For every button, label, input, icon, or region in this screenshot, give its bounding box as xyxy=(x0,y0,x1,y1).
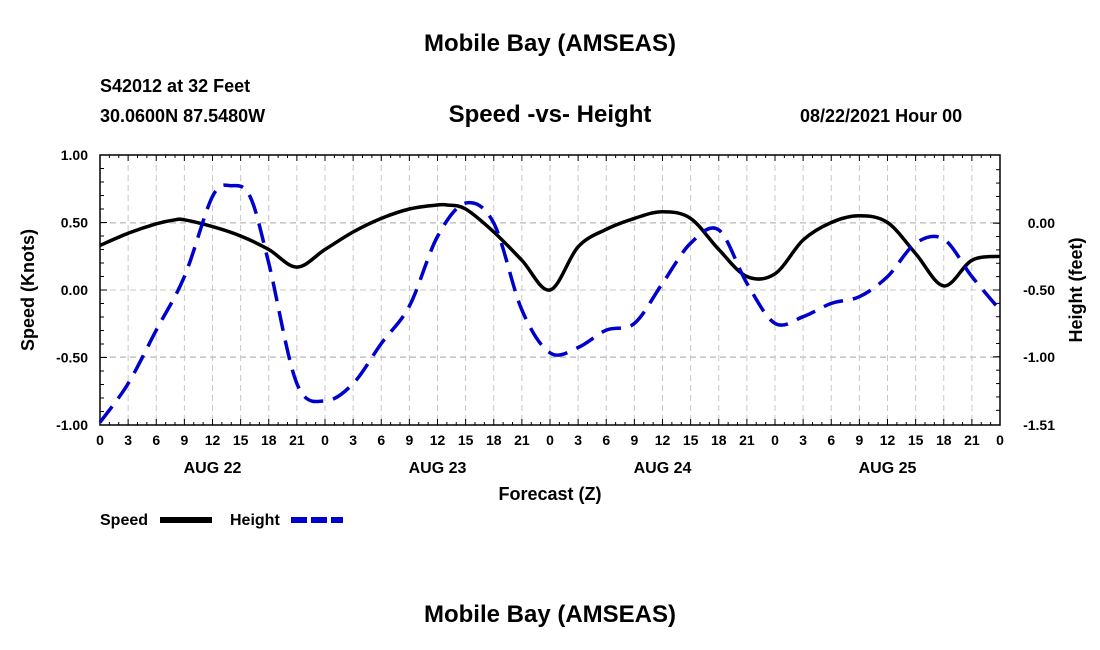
chart-title: Speed -vs- Height xyxy=(448,101,652,128)
legend-label-height: Height xyxy=(230,512,280,529)
y2-tick-label: -1.00 xyxy=(1023,349,1055,365)
y2-tick-label: -0.50 xyxy=(1023,282,1055,298)
x-tick-label: 6 xyxy=(827,432,835,448)
y-axis-label: Speed (Knots) xyxy=(18,229,38,351)
x-tick-label: 12 xyxy=(880,432,896,448)
x-tick-label: 18 xyxy=(486,432,502,448)
date-label: AUG 25 xyxy=(859,460,917,477)
y-tick-label: 1.00 xyxy=(61,147,88,163)
x-tick-label: 3 xyxy=(799,432,807,448)
x-tick-label: 0 xyxy=(771,432,779,448)
coordinates-label: 30.0600N 87.5480W xyxy=(100,106,266,126)
x-tick-label: 6 xyxy=(602,432,610,448)
x-tick-label: 12 xyxy=(430,432,446,448)
legend: Speed Height xyxy=(100,512,343,529)
date-label: AUG 23 xyxy=(409,460,467,477)
series-line-height xyxy=(98,183,1002,424)
y2-axis-label: Height (feet) xyxy=(1066,238,1086,343)
x-tick-label: 3 xyxy=(349,432,357,448)
x-tick-label: 9 xyxy=(855,432,863,448)
x-tick-label: 9 xyxy=(180,432,188,448)
x-tick-label: 12 xyxy=(205,432,221,448)
x-tick-label: 3 xyxy=(574,432,582,448)
x-axis-label: Forecast (Z) xyxy=(498,484,601,504)
y-tick-label: 0.50 xyxy=(61,215,88,231)
x-tick-label: 3 xyxy=(124,432,132,448)
x-tick-label: 18 xyxy=(261,432,277,448)
x-tick-label: 9 xyxy=(405,432,413,448)
y-tick-label: -1.00 xyxy=(56,417,88,433)
series-line-speed xyxy=(99,202,1001,292)
x-tick-label: 21 xyxy=(739,432,755,448)
x-tick-label: 6 xyxy=(152,432,160,448)
date-label: AUG 24 xyxy=(634,460,692,477)
x-tick-label: 18 xyxy=(711,432,727,448)
x-tick-label: 0 xyxy=(96,432,104,448)
x-tick-label: 6 xyxy=(377,432,385,448)
y-tick-label: -0.50 xyxy=(56,350,88,366)
x-tick-label: 21 xyxy=(514,432,530,448)
x-tick-label: 12 xyxy=(655,432,671,448)
x-tick-label: 0 xyxy=(546,432,554,448)
x-tick-label: 15 xyxy=(458,432,474,448)
y2-tick-label: 0.00 xyxy=(1028,215,1055,231)
axis-ticks: 0 3 6 9 12 15 18 21 0 3 6 9 12 15 18 21 0 3 6 9 12 15 18 21 0 3 6 9… xyxy=(56,147,1055,477)
x-tick-label: 21 xyxy=(964,432,980,448)
x-tick-label: 21 xyxy=(289,432,305,448)
footer-title: Mobile Bay (AMSEAS) xyxy=(423,601,677,628)
station-label: S42012 at 32 Feet xyxy=(100,76,251,96)
y-tick-label: 0.00 xyxy=(61,282,88,298)
page-title: Mobile Bay (AMSEAS) xyxy=(423,30,677,57)
legend-label-speed: Speed xyxy=(100,512,148,529)
date-label: AUG 22 xyxy=(184,460,242,477)
y2-tick-label: -1.51 xyxy=(1023,417,1055,433)
x-tick-label: 15 xyxy=(908,432,924,448)
forecast-datetime: 08/22/2021 Hour 00 xyxy=(800,106,963,126)
x-tick-label: 18 xyxy=(936,432,952,448)
x-tick-label: 15 xyxy=(683,432,699,448)
x-tick-label: 9 xyxy=(630,432,638,448)
series-layer xyxy=(98,183,1002,424)
x-tick-label: 0 xyxy=(996,432,1004,448)
x-tick-label: 0 xyxy=(321,432,329,448)
x-tick-label: 15 xyxy=(233,432,249,448)
